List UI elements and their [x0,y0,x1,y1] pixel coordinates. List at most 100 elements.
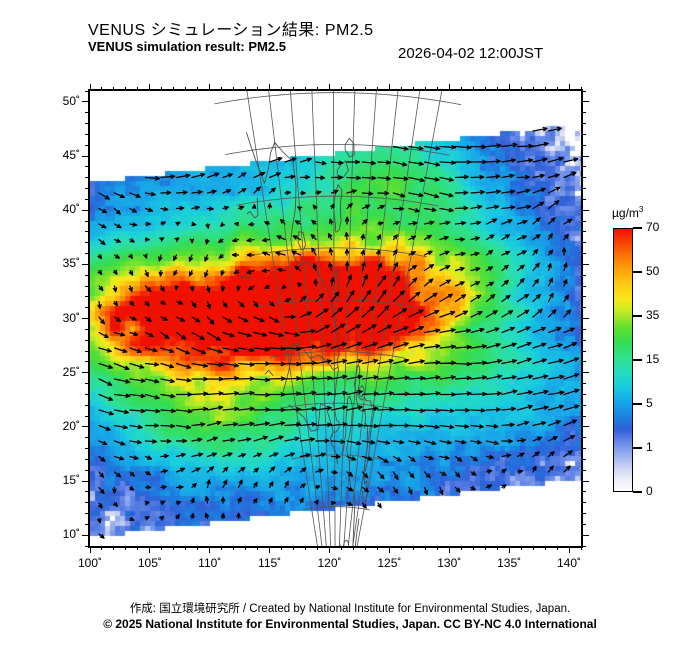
page-title-english: VENUS simulation result: PM2.5 [88,39,286,54]
pm25-concentration-raster [90,91,581,546]
wind-vector-arrow [268,361,286,367]
wind-vector-arrow [144,378,160,384]
wind-vector-arrow [328,218,334,225]
wind-vector-arrow [144,423,160,428]
wind-vector-arrow [129,424,143,430]
wind-vector-arrow [516,390,533,396]
wind-vector-arrow [408,192,424,198]
wind-vector-arrow [144,176,161,181]
y-axis-tick-right [581,328,586,330]
wind-vector-arrow [253,392,271,398]
x-axis-label: 140˚ [557,556,582,570]
wind-vector-arrow [454,375,472,381]
wind-vector-arrow [129,455,139,460]
wind-vector-arrow [470,281,481,287]
wind-vector-arrow [346,202,353,210]
wind-vector-arrow [315,359,332,365]
x-axis-tick-top [484,87,486,91]
wind-vector-arrow [377,262,383,272]
wind-vector-arrow [222,316,233,323]
wind-vector-arrow [563,388,580,396]
wind-vector-arrow [206,206,214,211]
wind-vector-arrow [330,189,339,195]
wind-vector-arrow [191,172,206,179]
wind-vector-arrow [346,324,362,334]
wind-vector-arrow [470,251,480,257]
x-axis-tick-top [340,87,342,91]
wind-vector-arrow [485,391,502,396]
wind-vector-arrow [377,221,384,226]
wind-vector-arrow [470,360,488,366]
wind-vector-arrow [547,217,556,225]
wind-vector-arrow [252,497,258,504]
wind-vector-arrow [98,223,107,229]
wind-vector-arrow [160,190,172,196]
wind-vector-arrow [98,316,106,325]
y-axis-tick-right [581,155,589,157]
wind-vector-arrow [485,342,501,349]
wind-vector-arrow [361,358,379,365]
y-axis-label: 15˚ [62,473,80,487]
wind-vector-arrow [128,285,133,293]
wind-vector-arrow [516,143,534,149]
wind-vector-arrow [376,234,382,241]
wind-vector-arrow [264,284,271,290]
wind-vector-arrow [392,308,408,318]
y-axis-tick [85,242,90,244]
wind-vector-arrow [361,406,379,411]
wind-vector-arrow [236,512,241,520]
wind-vector-arrow [485,454,495,460]
wind-vector-arrow [315,391,333,396]
wind-vector-arrow [113,331,126,337]
wind-vector-arrow [237,205,245,211]
wind-vector-arrow [346,189,357,194]
x-axis-tick-top [448,84,450,91]
y-axis-tick [85,523,90,525]
wind-vector-arrow [532,141,549,148]
wind-vector-arrow [294,220,302,225]
wind-vector-arrow [312,204,318,210]
wind-vector-arrow [175,484,184,490]
wind-vector-arrow [98,285,104,292]
wind-vector-arrow [191,391,209,397]
wind-vector-arrow [547,200,560,210]
map-overlay-layer [96,91,580,546]
wind-vector-arrow [423,486,429,496]
wind-vector-arrow [408,375,426,381]
wind-vector-arrow [516,469,524,474]
wind-vector-arrow [346,175,362,181]
wind-vector-arrow [113,254,121,259]
wind-vector-arrow [205,223,210,229]
y-axis-tick-right [581,339,586,341]
wind-vector-arrow [313,278,319,287]
y-axis-tick [82,372,90,374]
wind-vector-arrow [439,144,457,150]
wind-vector-arrow [361,261,366,272]
wind-vector-arrow [284,480,289,489]
wind-vector-arrow [501,310,514,318]
wind-vector-arrow [291,250,302,256]
wind-vector-arrow [328,262,333,272]
x-axis-tick [436,546,438,550]
wind-vector-arrow [191,422,206,427]
wind-vector-arrow [113,238,122,243]
wind-vector-arrow [112,269,118,275]
x-axis-tick [484,546,486,550]
coastline [297,231,307,251]
wind-vector-arrow [268,346,286,352]
wind-vector-arrow [346,405,363,411]
wind-vector-arrow [501,406,517,412]
wind-vector-arrow [315,324,331,334]
wind-vector-arrow [206,376,224,382]
wind-vector-arrow [563,357,580,365]
wind-vector-arrow [485,204,500,210]
wind-vector-arrow [377,440,391,445]
wind-vector-arrow [408,343,425,349]
wind-vector-arrow [439,392,457,397]
wind-vector-arrow [160,347,175,354]
x-axis-tick [317,546,319,550]
x-axis-tick-top [568,84,570,91]
wind-vector-arrow [377,423,395,428]
wind-vector-arrow [377,160,392,165]
wind-vector-arrow [129,471,135,477]
